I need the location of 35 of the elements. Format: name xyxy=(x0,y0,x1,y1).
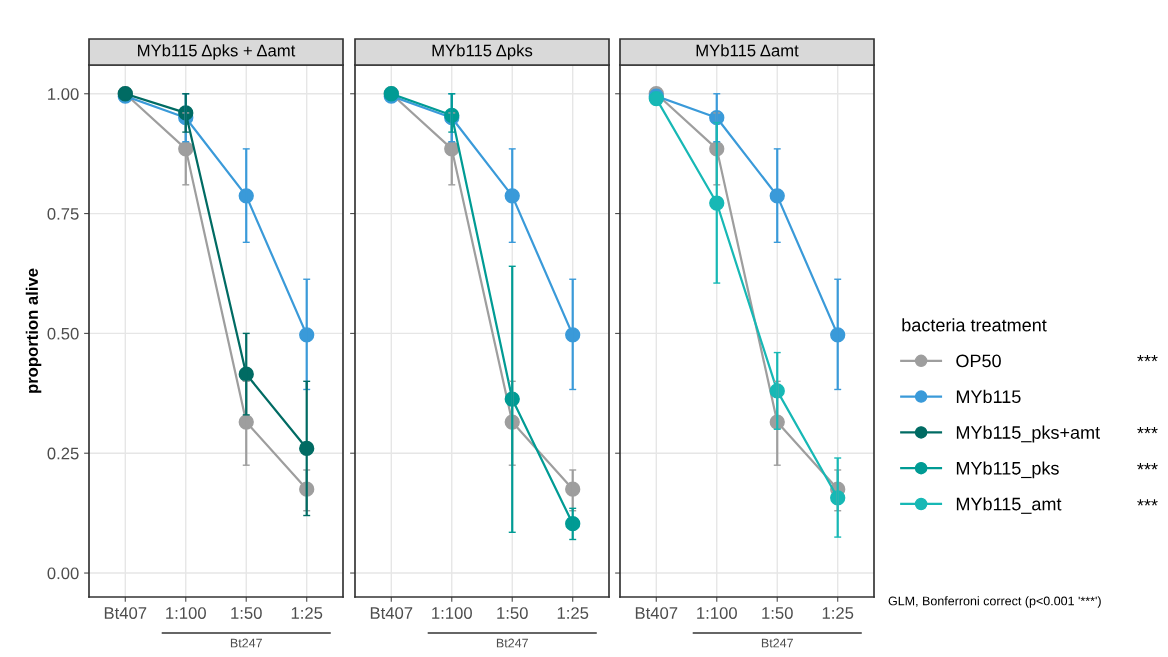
text: Bt247 xyxy=(761,638,793,648)
x-tick-label: 1:50 xyxy=(762,607,793,619)
legend-label: MYb115_pks xyxy=(956,461,1059,479)
y-tick-label: 0.25 xyxy=(47,447,79,460)
chart-title: MYb115 Δpks xyxy=(432,44,533,60)
x-tick-label: 1:100 xyxy=(432,607,472,619)
chart-title: MYb115 Δpks + Δamt xyxy=(138,44,296,60)
x-tick-label: 1:25 xyxy=(557,607,589,619)
x-tick-label: 1:100 xyxy=(166,607,206,619)
legend-label: MYb115_amt xyxy=(956,497,1062,514)
y-tick-label: 0.75 xyxy=(47,207,79,220)
x-tick-label: 1:25 xyxy=(291,607,323,619)
legend-label: MYb115_pks+amt xyxy=(956,425,1100,443)
text: Bt247 xyxy=(230,638,262,648)
y-tick-label: 0.00 xyxy=(47,567,79,580)
text: Bt247 xyxy=(496,638,528,648)
text: *** xyxy=(1137,426,1158,434)
x-tick-label: Bt407 xyxy=(104,607,147,619)
x-tick-label: 1:50 xyxy=(231,607,262,619)
text: *** xyxy=(1137,354,1158,362)
x-tick-label: 1:25 xyxy=(822,607,854,619)
x-tick-label: Bt407 xyxy=(635,607,678,619)
x-tick-label: 1:100 xyxy=(697,607,737,619)
x-tick-label: 1:50 xyxy=(497,607,528,619)
legend-label: MYb115 xyxy=(956,389,1021,404)
text: *** xyxy=(1137,499,1158,506)
legend-label: OP50 xyxy=(956,354,1001,368)
text: GLM, Bonferroni correct (p<0.001 '***') xyxy=(888,596,1101,608)
text: *** xyxy=(1137,463,1158,470)
chart-title: MYb115 Δamt xyxy=(696,44,799,57)
y-tick-label: 0.50 xyxy=(47,327,79,340)
y-axis-title: proportion alive xyxy=(25,268,42,393)
legend-title: bacteria treatment xyxy=(902,318,1047,332)
x-tick-label: Bt407 xyxy=(370,607,413,619)
y-tick-label: 1.00 xyxy=(48,88,79,100)
